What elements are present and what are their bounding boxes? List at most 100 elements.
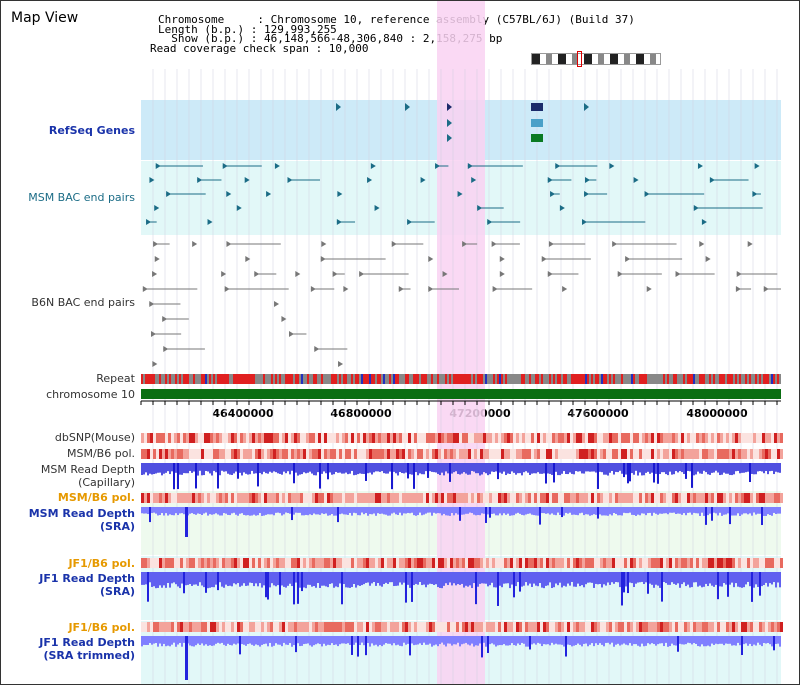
repeat-segment — [457, 374, 459, 384]
depth-bar — [267, 507, 269, 515]
depth-bar — [769, 636, 771, 645]
depth-bar — [271, 636, 273, 647]
pol-cell — [561, 449, 564, 459]
depth-bar — [367, 507, 369, 516]
repeat-segment — [289, 374, 291, 384]
pol-cell — [270, 493, 273, 503]
pol-cell — [183, 433, 186, 443]
depth-bar — [423, 636, 425, 643]
pol-cell — [666, 433, 669, 443]
repeat-segment — [349, 374, 351, 384]
depth-bar — [227, 463, 229, 474]
depth-bar — [385, 636, 387, 644]
pol-cell — [558, 449, 561, 459]
depth-bar — [681, 507, 683, 515]
depth-bar — [273, 636, 275, 646]
depth-bar — [623, 572, 625, 593]
depth-bar — [769, 463, 771, 472]
depth-bar — [185, 463, 187, 474]
depth-bar — [169, 463, 171, 475]
pol-cell — [192, 558, 195, 568]
depth-bar — [195, 572, 197, 585]
depth-bar — [487, 636, 489, 653]
pol-cell — [405, 622, 408, 632]
chromosome-ideogram[interactable] — [531, 53, 661, 65]
pol-cell — [414, 493, 417, 503]
depth-bar — [165, 463, 167, 473]
depth-bar — [471, 463, 473, 471]
depth-bar — [631, 507, 633, 515]
pol-cell — [507, 558, 510, 568]
depth-bar — [641, 636, 643, 644]
depth-bar — [753, 636, 755, 645]
pol-cell — [456, 433, 459, 443]
depth-bar — [219, 636, 221, 644]
pol-cell — [468, 558, 471, 568]
depth-bar — [659, 572, 661, 588]
depth-bar — [341, 636, 343, 644]
depth-bar — [647, 507, 649, 514]
pol-cell — [477, 493, 480, 503]
pol-cell — [723, 449, 726, 459]
pol-cell — [168, 622, 171, 632]
depth-bar — [723, 463, 725, 473]
pol-cell — [306, 493, 309, 503]
repeat-segment — [649, 374, 651, 384]
depth-bar — [319, 507, 321, 515]
pol-cell — [570, 433, 573, 443]
pol-cell — [306, 558, 309, 568]
pol-cell — [237, 558, 240, 568]
depth-bar — [401, 463, 403, 474]
depth-bar — [181, 636, 183, 647]
depth-bar — [431, 572, 433, 585]
repeat-segment — [351, 374, 353, 384]
b6n-bac-label[interactable]: B6N BAC end pairs — [31, 296, 135, 309]
depth-bar — [239, 636, 241, 655]
depth-bar — [203, 572, 205, 588]
refseq-label[interactable]: RefSeq Genes — [48, 124, 135, 137]
pol-cell — [762, 558, 765, 568]
msm-bac-label[interactable]: MSM BAC end pairs — [28, 191, 135, 204]
pol-cell — [606, 433, 609, 443]
depth-bar — [465, 572, 467, 586]
depth-bar — [157, 572, 159, 588]
pol-cell — [756, 622, 759, 632]
depth-bar — [589, 463, 591, 472]
repeat-segment — [527, 374, 529, 384]
pol-cell — [375, 449, 378, 459]
pol-cell — [348, 622, 351, 632]
pol-cell — [315, 449, 318, 459]
depth-bar — [539, 636, 541, 644]
depth-bar — [147, 636, 149, 645]
depth-bar — [665, 636, 667, 643]
pol-cell — [516, 622, 519, 632]
depth-bar — [587, 463, 589, 472]
depth-bar — [247, 636, 249, 645]
pol-cell — [579, 449, 582, 459]
bac-end-marker — [705, 256, 711, 262]
depth-bar — [405, 572, 407, 603]
pol-cell — [759, 622, 762, 632]
pol-cell — [381, 449, 384, 459]
pol-cell — [198, 493, 201, 503]
repeat-segment — [539, 374, 541, 384]
pol-cell — [168, 449, 171, 459]
pol-cell — [180, 449, 183, 459]
depth-bar — [623, 636, 625, 644]
pol-cell — [417, 433, 420, 443]
repeat-segment — [219, 374, 221, 384]
pol-cell — [258, 493, 261, 503]
pol-cell — [255, 622, 258, 632]
jf1-pol-label: JF1/B6 pol. — [68, 557, 135, 570]
depth-bar — [273, 572, 275, 586]
pol-cell — [738, 493, 741, 503]
depth-bar — [263, 636, 265, 645]
repeat-segment — [309, 374, 311, 384]
repeat-segment — [741, 374, 743, 384]
repeat-segment — [745, 374, 747, 384]
depth-bar — [541, 636, 543, 647]
depth-bar — [715, 636, 717, 644]
depth-bar — [163, 463, 165, 474]
pol-cell — [222, 622, 225, 632]
